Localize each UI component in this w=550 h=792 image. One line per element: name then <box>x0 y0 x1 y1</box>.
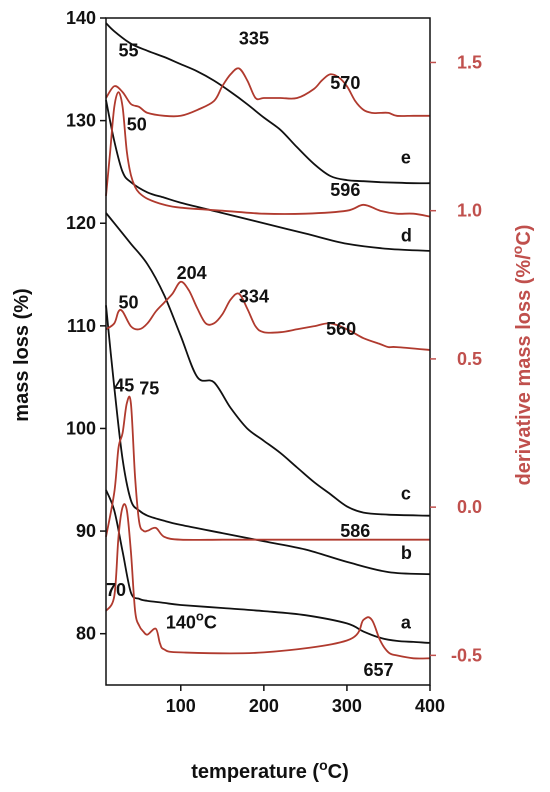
y-left-tick-label: 100 <box>66 418 96 438</box>
mass-loss-curve-a <box>105 489 431 644</box>
peak-annotation: 50 <box>118 293 138 313</box>
peak-annotation: 657 <box>364 660 394 680</box>
peak-annotation: 45 <box>114 376 134 396</box>
y-right-tick-label: 0.5 <box>457 349 482 369</box>
peak-annotation: 55 <box>118 41 138 61</box>
x-tick-label: 400 <box>415 696 445 716</box>
peak-annotation: 140oC <box>166 609 217 633</box>
y-left-tick-label: 140 <box>66 8 96 28</box>
peak-annotation: 586 <box>340 521 370 541</box>
y-right-tick-label: -0.5 <box>451 645 482 665</box>
y-left-tick-label: 110 <box>67 316 96 336</box>
mass-loss-curve-d <box>105 99 431 252</box>
degree-superscript: o <box>196 609 204 624</box>
peak-annotation: 570 <box>330 73 360 93</box>
peak-annotation: 596 <box>330 180 360 200</box>
peak-annotation: 50 <box>127 115 147 135</box>
mass-loss-curve-b <box>105 305 431 576</box>
peak-annotation: 75 <box>139 378 159 398</box>
plot-lines <box>105 22 431 660</box>
x-tick-label: 300 <box>332 696 362 716</box>
x-tick-label: 200 <box>249 696 279 716</box>
curve-label: e <box>401 148 411 168</box>
y-left-tick-label: 130 <box>66 111 96 131</box>
celsius-unit: C <box>204 613 217 633</box>
y-axis-label-left: mass loss (%) <box>11 288 33 421</box>
curve-label: a <box>401 613 412 633</box>
x-tick-label: 100 <box>166 696 196 716</box>
y-axis-label-right: derivative mass loss (%/oC) <box>509 225 535 486</box>
curve-label: d <box>401 226 412 246</box>
x-axis-label: temperature (oC) <box>191 757 348 783</box>
derivative-curve-e <box>105 67 430 118</box>
derivative-curve-d <box>105 91 431 218</box>
y-right-tick-label: 0.0 <box>457 497 482 517</box>
y-left-tick-label: 120 <box>66 213 96 233</box>
derivative-curve-c <box>105 280 431 351</box>
mass-loss-curve-c <box>105 212 431 517</box>
peak-annotation: 204 <box>177 263 207 283</box>
peak-annotation: 335 <box>239 29 269 49</box>
y-right-tick-label: 1.0 <box>457 201 482 221</box>
y-left-tick-label: 80 <box>76 624 96 644</box>
y-right-tick-label: 1.5 <box>457 52 482 72</box>
annotations: 55 335 570 50 596 204 334 560 50 45 75 586 70 140oC 65… <box>106 29 412 680</box>
y-left-tick-label: 90 <box>76 521 96 541</box>
curve-label: c <box>401 483 411 503</box>
x-axis-label-degree: o <box>319 757 328 773</box>
derivative-curve-b <box>105 395 430 541</box>
peak-annotation: 334 <box>239 287 269 307</box>
mass-loss-curve-e <box>105 22 431 185</box>
axes-ticks: 80 90 100 110 120 130 140 -0.5 0.0 0.5 1.0 1.5 100 20… <box>66 8 482 716</box>
curve-label: b <box>401 543 412 563</box>
derivative-curve-a <box>105 503 431 660</box>
peak-annotation: 70 <box>106 580 126 600</box>
plot-frame <box>105 17 431 686</box>
peak-annotation: 560 <box>326 319 356 339</box>
